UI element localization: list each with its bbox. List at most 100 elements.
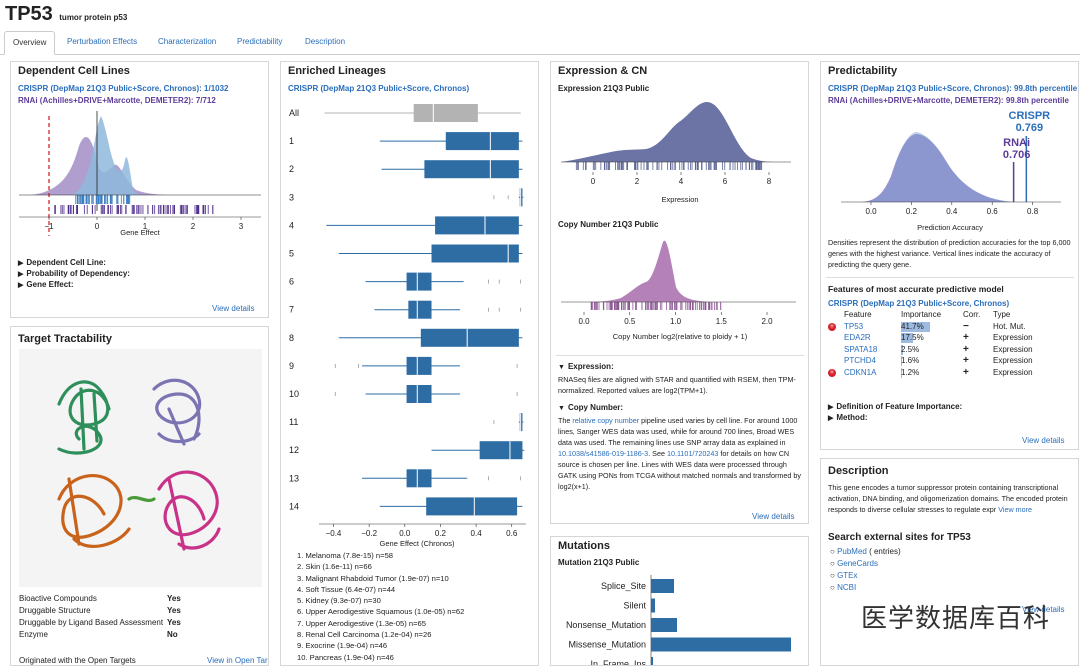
detail-gene-effect[interactable]: ▶ Gene Effect: <box>18 280 74 289</box>
doi-link[interactable]: 10.1038/s41586-019-1186-3 <box>558 449 649 458</box>
external-sites-title: Search external sites for TP53 <box>828 532 971 543</box>
x-axis-tick-label: 6 <box>723 177 728 186</box>
crispr-accuracy-density <box>863 132 1016 202</box>
expression-note-toggle[interactable]: ▼ Expression: <box>558 362 614 371</box>
feature-importance-toggle[interactable]: ▶ Definition of Feature Importance: <box>828 402 963 411</box>
panel-title: Predictability <box>828 65 898 77</box>
rnai-percentile[interactable]: RNAi (Achilles+DRIVE+Marcotte, DEMETER2)… <box>828 96 1069 105</box>
mutation-bar <box>651 598 655 613</box>
rnai-dependent-count[interactable]: RNAi (Achilles+DRIVE+Marcotte, DEMETER2)… <box>18 96 216 105</box>
detail-dependent-cell-line[interactable]: ▶ Dependent Cell Line: <box>18 258 106 267</box>
tract-value: No <box>167 630 178 639</box>
relative-copy-number-link[interactable]: relative copy number <box>572 416 640 425</box>
mutation-bar <box>651 637 791 652</box>
external-link-item[interactable]: ○ GeneCards <box>830 559 878 568</box>
lineage-category-label: 1 <box>289 136 294 146</box>
feature-type: Expression <box>993 367 1033 377</box>
tract-label: Druggable by Ligand Based Assessment <box>19 618 164 627</box>
crispr-dependent-count[interactable]: CRISPR (DepMap 21Q3 Public+Score, Chrono… <box>18 84 229 93</box>
correlation-sign: + <box>963 355 969 367</box>
list-item[interactable]: 9. Exocrine (1.9e-04) n=46 <box>297 641 388 651</box>
list-item[interactable]: 2. Skin (1.6e-11) n=66 <box>297 562 372 572</box>
panel-title: Dependent Cell Lines <box>18 65 130 77</box>
tab-overview[interactable]: Overview <box>4 31 56 55</box>
box <box>406 272 432 291</box>
external-link-item[interactable]: ○ GTEx <box>830 571 858 580</box>
ncbi-link[interactable]: NCBI <box>837 583 857 592</box>
lineages-dataset[interactable]: CRISPR (DepMap 21Q3 Public+Score, Chrono… <box>288 84 470 93</box>
x-axis-tick-label: 0.0 <box>578 317 590 326</box>
detail-probability[interactable]: ▶ Probability of Dependency: <box>18 269 130 278</box>
x-axis-tick-label: −0.2 <box>361 529 377 538</box>
copy-number-note-toggle[interactable]: ▼ Copy Number: <box>558 403 624 412</box>
tract-value: Yes <box>167 606 181 615</box>
expression-cn-panel: Expression & CN Expression 21Q3 Public 0… <box>550 61 809 524</box>
crispr-percentile[interactable]: CRISPR (DepMap 21Q3 Public+Score, Chrono… <box>828 84 1078 93</box>
box <box>431 244 519 263</box>
table-header: Feature Importance Corr. Type <box>828 309 1037 321</box>
mutation-category-label: Splice_Site <box>601 581 646 591</box>
list-item[interactable]: 10. Pancreas (1.9e-04) n=46 <box>297 652 394 662</box>
list-item[interactable]: 4. Soft Tissue (6.4e-07) n=44 <box>297 584 396 594</box>
enriched-lineages-panel: Enriched Lineages CRISPR (DepMap 21Q3 Pu… <box>280 61 539 666</box>
feature-link[interactable]: CDKN1A <box>844 367 877 377</box>
view-details-link[interactable]: View details <box>212 304 255 313</box>
feature-link[interactable]: TP53 <box>844 321 864 331</box>
mutation-bar <box>651 579 674 593</box>
external-link-item[interactable]: ○ NCBI <box>830 583 857 592</box>
feature-link[interactable]: SPATA18 <box>844 344 878 354</box>
mutations-panel: Mutations Mutation 21Q3 Public Splice_Si… <box>550 536 809 666</box>
box <box>406 385 432 403</box>
view-more-link[interactable]: View more <box>998 505 1033 514</box>
tab-predictability[interactable]: Predictability <box>237 37 283 46</box>
pubmed-link[interactable]: PubMed <box>837 547 867 556</box>
open-targets-note: Originated with the Open Targets <box>19 656 136 665</box>
rnai-accuracy-density <box>861 134 1011 202</box>
mutation-dataset: Mutation 21Q3 Public <box>558 558 640 567</box>
view-details-link[interactable]: View details <box>752 512 795 521</box>
view-details-link[interactable]: View details <box>1022 436 1065 445</box>
list-item[interactable]: 6. Upper Aerodigestive Squamous (1.0e-05… <box>297 607 465 617</box>
features-dataset[interactable]: CRISPR (DepMap 21Q3 Public+Score, Chrono… <box>828 299 1010 308</box>
feature-link[interactable]: PTCHD4 <box>844 356 877 366</box>
list-item[interactable]: 3. Malignant Rhabdoid Tumor (1.9e-07) n=… <box>297 573 449 583</box>
x-axis-tick-label: 0.0 <box>399 529 411 538</box>
box <box>445 132 519 151</box>
feature-link[interactable]: EDA2R <box>844 333 871 343</box>
expression-density-chart: 0 2 4 6 8 Expression <box>561 101 791 204</box>
tab-perturbation-effects[interactable]: Perturbation Effects <box>67 37 138 46</box>
expression-note: RNASeq files are aligned with STAR and q… <box>558 375 796 395</box>
x-axis-tick-label: −1 <box>44 222 54 231</box>
x-axis-tick-label: 1 <box>143 222 148 231</box>
x-axis-tick-label: 3 <box>239 222 244 231</box>
crispr-rug <box>75 195 131 204</box>
panel-title: Expression & CN <box>558 65 648 77</box>
gtex-link[interactable]: GTEx <box>837 571 858 580</box>
correlation-sign: + <box>963 343 969 355</box>
doi-link[interactable]: 10.1101/720243 <box>666 449 719 458</box>
view-details-link[interactable]: View details <box>1022 605 1065 614</box>
view-open-targets-link[interactable]: View in Open Targets <box>207 656 268 665</box>
x-axis-label: Gene Effect <box>120 228 160 237</box>
list-item[interactable]: 5. Kidney (9.3e-07) n=30 <box>297 596 381 606</box>
page-header: TP53 tumor protein p53 <box>5 3 127 31</box>
x-axis-label: Prediction Accuracy <box>917 223 983 232</box>
list-item[interactable]: 7. Upper Aerodigestive (1.3e-05) n=65 <box>297 618 426 628</box>
expression-density <box>561 101 779 162</box>
box <box>435 216 519 235</box>
genecards-link[interactable]: GeneCards <box>837 559 878 568</box>
mutation-bar-chart: Splice_Site Silent Nonsense_Mutation Missen… <box>566 575 791 665</box>
importance-value: 1.2% <box>901 367 920 377</box>
importance-bar <box>901 333 914 343</box>
box <box>479 441 523 460</box>
tab-characterization[interactable]: Characterization <box>158 37 217 46</box>
list-item[interactable]: 8. Renal Cell Carcinoma (1.2e-04) n=26 <box>297 630 432 640</box>
method-toggle[interactable]: ▶ Method: <box>828 413 868 422</box>
external-link-item[interactable]: ○ PubMed ( entries) <box>830 547 901 556</box>
lineage-category-label: 3 <box>289 192 294 202</box>
x-axis-tick-label: 0 <box>591 177 596 186</box>
list-item[interactable]: 1. Melanoma (7.8e-15) n=58 <box>297 551 394 560</box>
importance-value: 41.7% <box>901 321 924 331</box>
tab-description[interactable]: Description <box>305 37 346 46</box>
dependency-density-chart: −1 0 1 2 3 Gene Effect <box>19 111 261 237</box>
